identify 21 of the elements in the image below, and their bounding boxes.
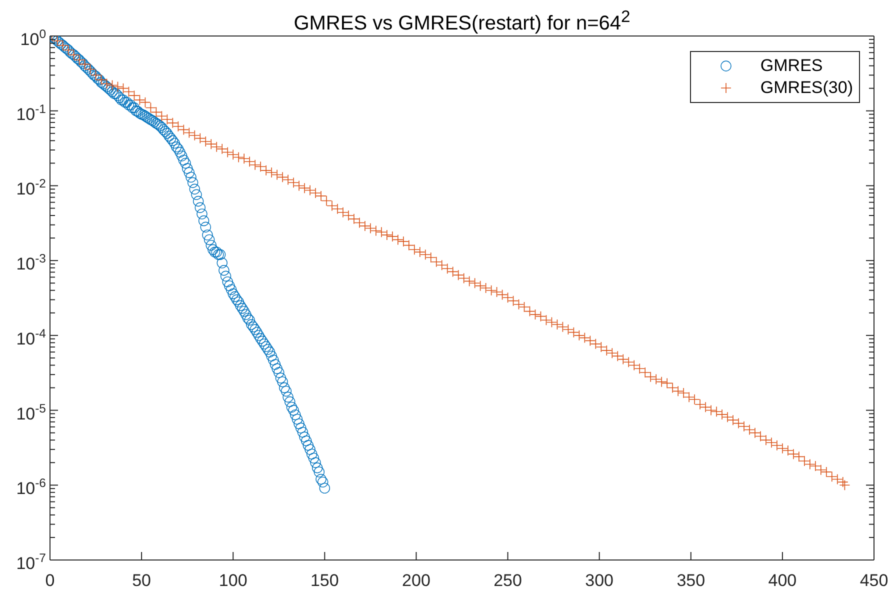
y-tick-label: 10$^{-4}$ [16, 326, 46, 348]
y-tick-label: 10$^{-3}$ [16, 252, 46, 274]
x-tick-label: 400 [768, 571, 797, 589]
x-tick-label: 150 [310, 571, 339, 589]
y-tick-label: 10$^{-1}$ [16, 102, 46, 124]
x-tick-label: 100 [218, 571, 248, 589]
legend-label: GMRES(30) [760, 78, 853, 98]
x-tick-label: 450 [860, 571, 888, 589]
x-tick-label: 0 [45, 571, 55, 589]
x-tick-label: 200 [402, 571, 430, 589]
x-tick-label: 350 [676, 571, 706, 589]
y-tick-label: 10$^{-6}$ [16, 476, 46, 498]
y-tick-label: 10$^{-7}$ [16, 551, 46, 573]
y-tick-label: 10$^{0}$ [20, 27, 46, 49]
chart-title: GMRES vs GMRES(restart) for n=64$^{2}$ [292, 6, 632, 36]
legend-label: GMRES [760, 56, 823, 76]
x-tick-label: 50 [132, 571, 152, 589]
y-tick-label: 10$^{-2}$ [16, 176, 46, 199]
x-tick-label: 300 [585, 571, 614, 589]
x-tick-label: 250 [494, 571, 522, 589]
y-tick-label: 10$^{-5}$ [16, 401, 46, 424]
